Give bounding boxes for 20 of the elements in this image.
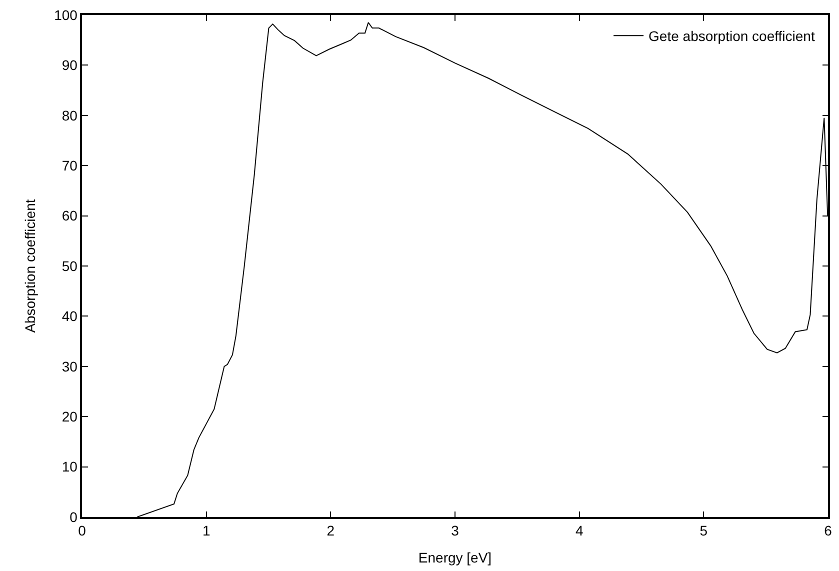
y-tick-label: 100	[54, 6, 78, 23]
y-tick-label: 0	[70, 508, 78, 525]
y-tick-label: 50	[62, 258, 78, 274]
x-tick-label: 6	[824, 522, 832, 539]
y-tick-label: 30	[62, 358, 78, 374]
y-tick-label: 40	[62, 308, 78, 324]
y-tick-label: 70	[62, 158, 78, 174]
x-tick-label: 3	[451, 522, 460, 539]
x-tick-label: 5	[700, 522, 708, 539]
y-tick-label: 10	[62, 458, 78, 475]
x-tick-label: 1	[202, 522, 210, 539]
x-tick-label: 2	[326, 522, 335, 539]
x-axis-title: Energy [eV]	[418, 549, 492, 566]
y-tick-label: 60	[62, 208, 78, 224]
y-tick-label: 80	[62, 107, 78, 124]
y-tick-label: 20	[62, 408, 78, 424]
x-tick-label: 4	[575, 522, 584, 539]
legend-label: Gete absorption coefficient	[648, 28, 815, 44]
y-tick-label: 90	[62, 57, 78, 74]
y-axis-title: Absorption coefficient	[22, 199, 38, 333]
